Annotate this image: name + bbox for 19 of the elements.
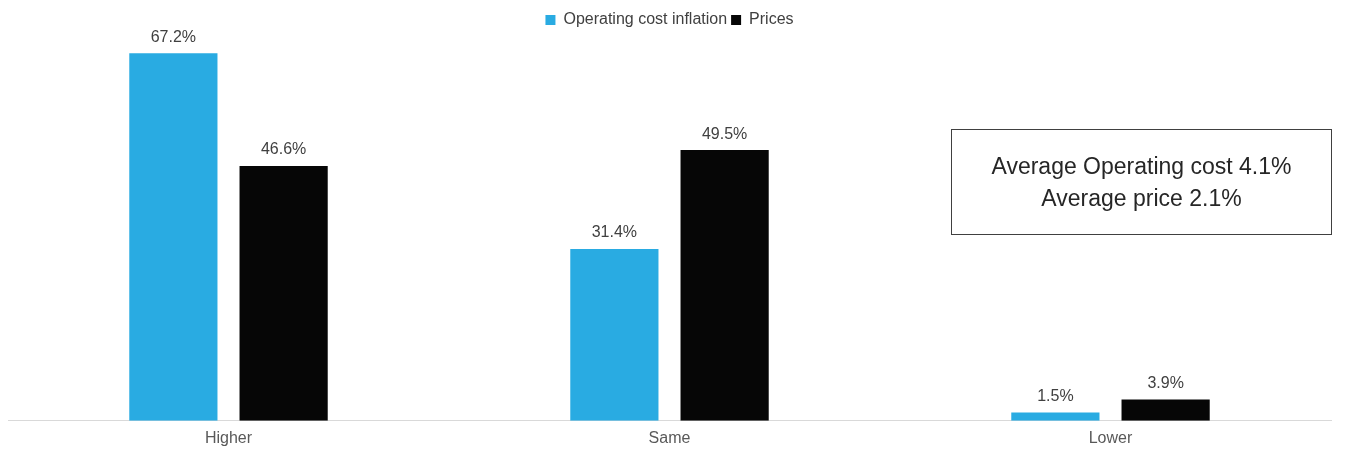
bar [1121,399,1210,421]
data-label: 67.2% [150,27,197,45]
bar [680,150,769,421]
data-label: 49.5% [701,124,748,142]
data-label: 3.9% [1147,373,1184,391]
data-label: 46.6% [260,140,307,158]
bar [570,249,659,421]
data-label: 1.5% [1037,387,1074,404]
note-box: Average Operating cost 4.1% Average price 2.1% [951,129,1332,235]
legend-label: Operating cost inflation [563,10,728,28]
legend-label: Prices [749,10,794,28]
annotation: Average Operating cost 4.1% [991,152,1292,181]
x-tick-label: Lower [1088,428,1133,446]
bar [129,53,218,421]
x-tick-label: Higher [204,428,253,446]
bar [239,165,328,421]
x-tick-label: Same [648,428,691,446]
data-label: 31.4% [591,223,638,241]
annotation: Average price 2.1% [1041,184,1242,213]
